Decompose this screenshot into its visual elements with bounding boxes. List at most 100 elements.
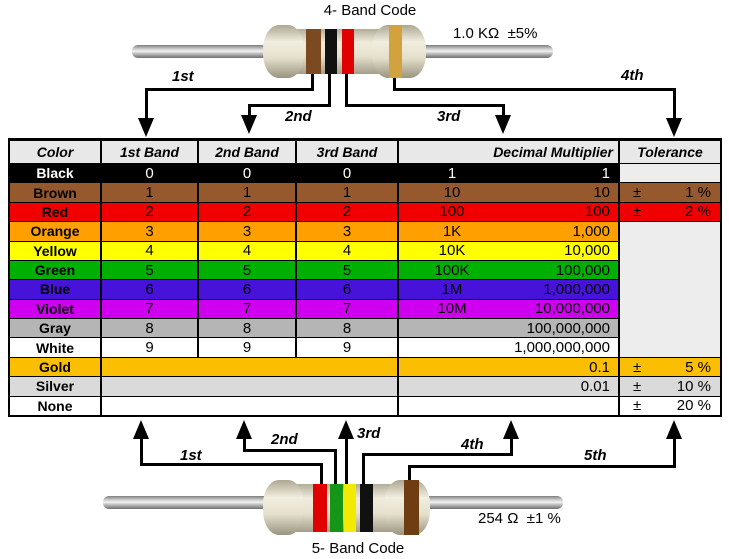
resistor-cap-left xyxy=(263,480,304,535)
row-green-name: Green xyxy=(10,260,100,280)
table-cell xyxy=(102,357,397,377)
row-red-name: Red xyxy=(10,202,100,222)
band-1st-red xyxy=(313,484,327,532)
multiplier-full: 100 xyxy=(584,203,610,221)
tolerance-sign: ± xyxy=(633,377,642,395)
table-cell: 10K 10,000 xyxy=(399,241,618,260)
table-cell xyxy=(399,396,618,415)
table-cell: 7 xyxy=(199,299,295,319)
table-cell: 8 xyxy=(102,319,197,338)
four-band-code-title: 4- Band Code xyxy=(323,2,417,19)
five-band-value: 254 Ω ±1 % xyxy=(478,510,561,527)
tolerance-sign: ± xyxy=(633,358,642,376)
multiplier-short: 10M xyxy=(437,300,467,318)
table-cell: 100K 100,000 xyxy=(399,260,618,280)
arrow-label-5th: 5th xyxy=(584,447,607,464)
table-cell xyxy=(102,396,397,415)
table-cell: 9 xyxy=(199,338,295,357)
table-cell: 9 xyxy=(102,338,197,357)
row-orange-name: Orange xyxy=(10,222,100,241)
arrowhead-up-icon xyxy=(133,420,149,439)
table-cell: 5 xyxy=(199,260,295,280)
table-cell: 8 xyxy=(199,319,295,338)
band-4th-gold xyxy=(389,25,402,78)
table-cell: 3 xyxy=(102,222,197,241)
band-3rd-yellow xyxy=(344,484,356,532)
table-cell: 1K 1,000 xyxy=(399,222,618,241)
multiplier-short: 10 xyxy=(443,184,461,202)
table-cell: 4 xyxy=(199,241,295,260)
tolerance-sign: ± xyxy=(633,184,642,202)
tolerance-value: 10 % xyxy=(676,377,711,395)
header-decimal-multiplier: Decimal Multiplier xyxy=(399,141,618,163)
multiplier-full: 10 xyxy=(593,184,610,202)
multiplier-short: 100K xyxy=(434,261,470,279)
table-cell: 6 xyxy=(297,280,397,299)
multiplier-short: 10K xyxy=(438,242,466,260)
multiplier-full: 100,000 xyxy=(555,261,610,279)
table-cell: ±10 % xyxy=(620,377,720,396)
row-yellow-name: Yellow xyxy=(10,241,100,260)
row-silver-name: Silver xyxy=(10,377,100,396)
table-cell: ±2 % xyxy=(620,202,720,222)
table-cell: 0.1 xyxy=(399,357,618,377)
table-cell: 0 xyxy=(199,164,295,183)
multiplier-short: 1M xyxy=(441,280,463,298)
row-blue-name: Blue xyxy=(10,280,100,299)
multiplier-full: 1,000 xyxy=(572,222,610,240)
band-1st-brown xyxy=(306,29,321,74)
band-5th-brown xyxy=(404,480,419,535)
table-cell: 0 xyxy=(297,164,397,183)
five-band-code-title: 5- Band Code xyxy=(311,540,405,557)
arrow-label-3rd: 3rd xyxy=(437,108,461,125)
arrow-label-3rd: 3rd xyxy=(357,425,381,442)
header-tolerance: Tolerance xyxy=(620,141,720,163)
tolerance-value: 2 % xyxy=(685,203,711,221)
table-cell: 0 xyxy=(102,164,197,183)
header-2nd-band: 2nd Band xyxy=(199,141,295,163)
table-cell: 9 xyxy=(297,338,397,357)
table-cell: 8 xyxy=(297,319,397,338)
band-2nd-black xyxy=(325,29,337,74)
arrowhead-up-icon xyxy=(338,420,354,439)
color-code-table: Color 1st Band 2nd Band 3rd Band Decimal… xyxy=(8,138,722,417)
arrow-label-4th: 4th xyxy=(621,67,644,84)
table-cell: 2 xyxy=(102,202,197,222)
table-cell: 4 xyxy=(297,241,397,260)
table-cell: 6 xyxy=(102,280,197,299)
multiplier-short: 1 xyxy=(447,164,457,182)
tolerance-value: 20 % xyxy=(676,397,711,415)
table-cell: 1 xyxy=(297,183,397,202)
table-cell: 10M 10,000,000 xyxy=(399,299,618,319)
table-cell: 5 xyxy=(297,260,397,280)
row-gold-name: Gold xyxy=(10,357,100,377)
table-cell: 1 xyxy=(102,183,197,202)
tolerance-sign: ± xyxy=(633,203,642,221)
arrowhead-down-icon xyxy=(666,118,682,137)
multiplier-full: 0.1 xyxy=(589,358,610,376)
table-cell: 1 xyxy=(199,183,295,202)
table-cell: 1,000,000,000 xyxy=(399,338,618,357)
multiplier-full: 10,000,000 xyxy=(534,300,610,318)
tolerance-value: 5 % xyxy=(685,358,711,376)
arrowhead-up-icon xyxy=(666,420,682,439)
arrow-label-4th: 4th xyxy=(461,436,484,453)
arrowhead-up-icon xyxy=(236,420,252,439)
table-cell: 3 xyxy=(199,222,295,241)
table-cell: ±5 % xyxy=(620,357,720,377)
table-cell: 2 xyxy=(297,202,397,222)
multiplier-full: 1,000,000 xyxy=(543,280,610,298)
table-cell: 4 xyxy=(102,241,197,260)
table-cell: 7 xyxy=(297,299,397,319)
table-cell: ±1 % xyxy=(620,183,720,202)
multiplier-full: 1 xyxy=(601,164,610,182)
arrow-label-1st: 1st xyxy=(180,447,202,464)
table-cell: 1M 1,000,000 xyxy=(399,280,618,299)
row-gray-name: Gray xyxy=(10,319,100,338)
arrowhead-up-icon xyxy=(503,420,519,439)
table-cell xyxy=(620,164,720,183)
table-cell: 0.01 xyxy=(399,377,618,396)
tolerance-sign: ± xyxy=(633,397,642,415)
